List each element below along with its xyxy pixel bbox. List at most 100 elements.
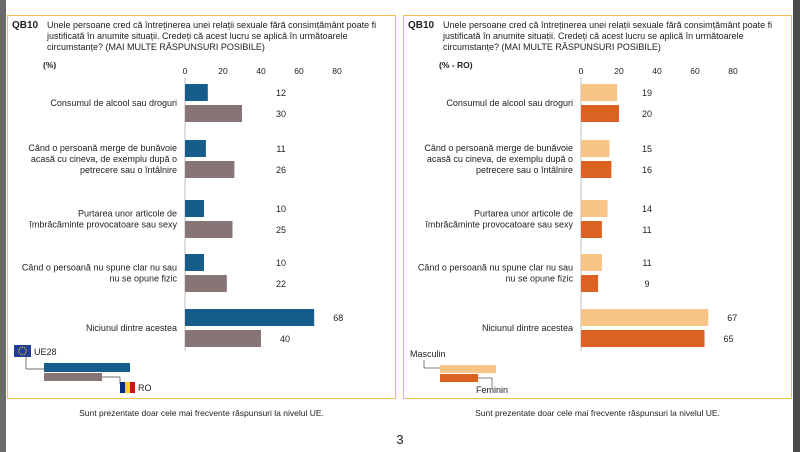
ro-flag-icon [125,382,130,393]
category-label: Niciunul dintre acestea [482,323,573,333]
page-number: 3 [396,432,404,447]
eu-flag-star [20,353,22,355]
eu-flag-star [18,350,20,352]
category-label: nu se opune fizic [109,274,177,284]
legend-label-masculin: Masculin [410,349,446,359]
category-label: Purtarea unor articole de [474,209,573,219]
footnote-right: Sunt prezentate doar cele mai frecvente … [475,408,720,418]
bar-chart-gender: 0 20 40 60 80 Consumul de alcool sau droguri 1… [410,66,738,395]
question-code: QB10 [12,20,39,31]
legend-swatch-ue28 [44,363,130,372]
bar [185,254,204,271]
category-label: petrecere sau o întâlnire [80,165,177,175]
eu-flag-star [21,354,24,356]
data-label: 25 [276,225,286,235]
question-text: Unele persoane cred că întreținerea unei… [443,20,773,52]
x-tick-label: 20 [218,66,228,76]
x-tick-label: 0 [579,66,584,76]
eu-flag-star [21,346,24,348]
bar [581,105,619,122]
legend-label-feminin: Feminin [476,385,508,395]
data-label: 11 [276,144,285,154]
bar [185,84,208,101]
data-label: 30 [276,109,286,119]
legend-swatch-ro [44,373,102,381]
data-label: 11 [642,258,651,268]
legend: UE28 RO [14,345,152,393]
x-tick-label: 60 [294,66,304,76]
ro-flag-icon [130,382,135,393]
eu-flag-star [20,347,22,349]
category-label: Niciunul dintre acestea [86,323,177,333]
data-label: 14 [642,204,652,214]
eu-flag-star [25,348,27,350]
category-label: acasă cu cineva, de exemplu după o [427,154,573,164]
question-text: Unele persoane cred că întreținerea unei… [47,20,377,52]
eu-flag-star [18,352,20,354]
x-tick-label: 80 [332,66,342,76]
bar [185,330,261,347]
bar [185,161,235,178]
data-label: 20 [642,109,652,119]
category-label: îmbrăcăminte provocatoare sau sexy [424,220,573,230]
bar [581,275,599,292]
ro-flag-icon [120,382,125,393]
bar [581,84,618,101]
bar [185,221,233,238]
bar [581,161,612,178]
category-label: Consumul de alcool sau droguri [50,98,177,108]
bar [185,275,227,292]
legend: Masculin Feminin [410,349,508,395]
eu-flag-star [25,350,27,352]
category-label: petrecere sau o întâlnire [476,165,573,175]
x-tick-label: 40 [652,66,662,76]
x-tick-label: 20 [614,66,624,76]
data-label: 16 [642,165,652,175]
legend-swatch-feminin [440,374,478,382]
category-label: acasă cu cineva, de exemplu după o [31,154,177,164]
eu-flag-icon [14,345,31,357]
data-label: 68 [333,313,343,323]
unit-label: (%) [43,60,57,70]
category-label: Când o persoană merge de bunăvoie [28,143,177,153]
bar [185,105,242,122]
eu-flag-star [23,347,25,349]
x-tick-label: 40 [256,66,266,76]
category-label: Când o persoană merge de bunăvoie [424,143,573,153]
x-tick-label: 60 [690,66,700,76]
bar [581,140,610,157]
category-label: îmbrăcăminte provocatoare sau sexy [28,220,177,230]
data-label: 19 [642,88,652,98]
data-label: 10 [276,204,286,214]
bar [581,200,608,217]
category-label: nu se opune fizic [505,274,573,284]
unit-label: (% - RO) [439,60,473,70]
chart-panel-eu-ro: QB10 Unele persoane cred că întreținerea… [7,15,396,399]
bar [581,309,709,326]
data-label: 26 [276,165,286,175]
right-edge-strip [793,0,800,452]
data-label: 9 [644,279,649,289]
legend-label-ue28: UE28 [34,347,57,357]
eu-flag-star [25,352,27,354]
bar [581,221,602,238]
category-label: Când o persoană nu spune clar nu sau [418,263,573,273]
left-edge-strip [0,0,6,452]
eu-flag-star [18,348,20,350]
bar [185,200,204,217]
bar [581,254,602,271]
footnote-left: Sunt prezentate doar cele mai frecvente … [79,408,324,418]
question-code: QB10 [408,20,435,31]
x-tick-label: 0 [183,66,188,76]
legend-swatch-masculin [440,365,496,373]
data-label: 67 [727,313,737,323]
category-label: Purtarea unor articole de [78,209,177,219]
bar [185,309,315,326]
data-label: 40 [280,334,290,344]
data-label: 10 [276,258,286,268]
x-tick-label: 80 [728,66,738,76]
data-label: 11 [642,225,651,235]
data-label: 12 [276,88,286,98]
category-label: Consumul de alcool sau droguri [446,98,573,108]
legend-label-ro: RO [138,383,152,393]
